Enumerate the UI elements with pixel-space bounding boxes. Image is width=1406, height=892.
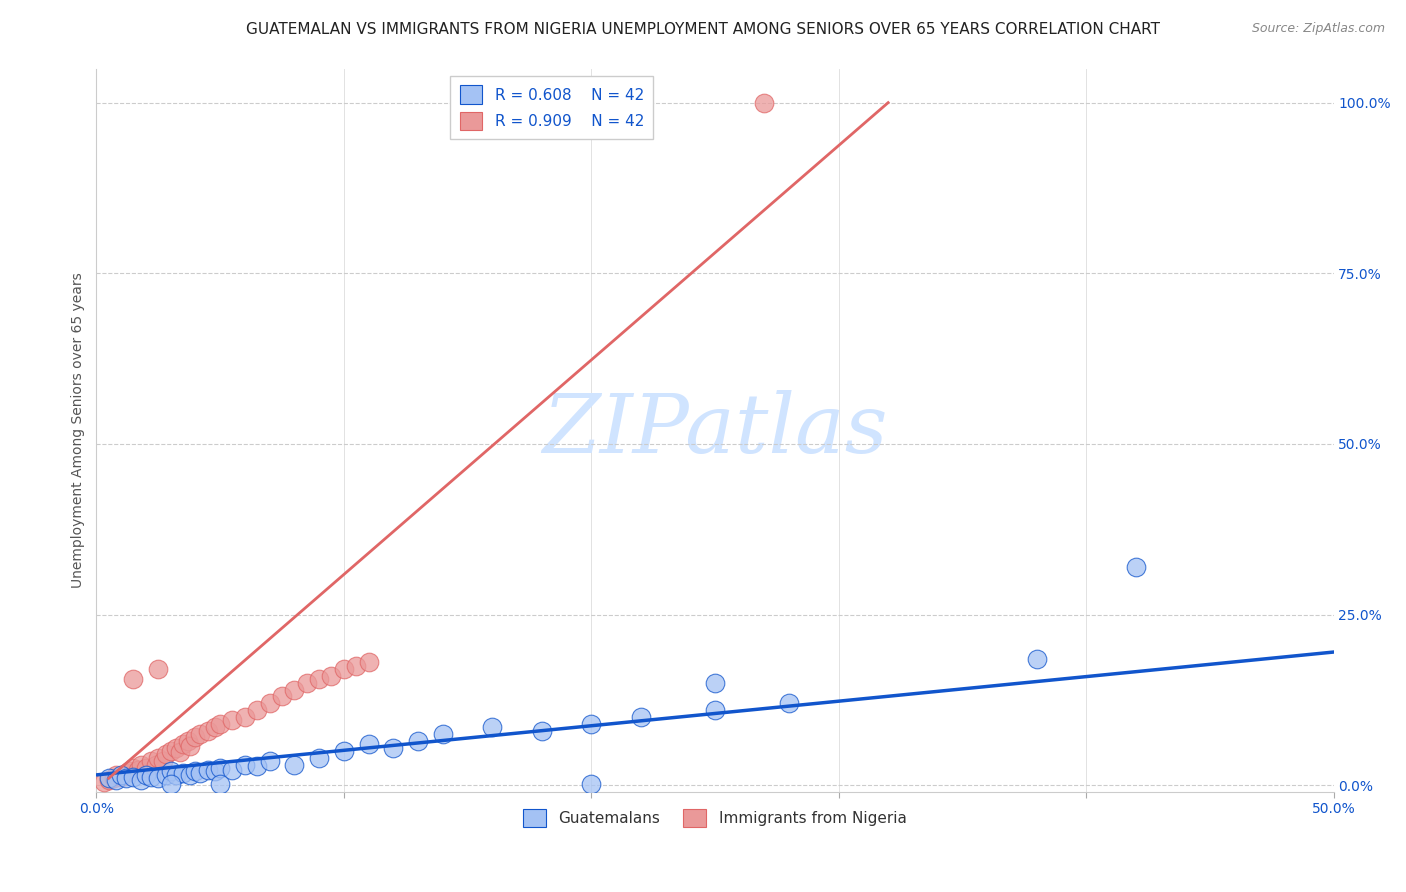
Text: ZIPatlas: ZIPatlas (543, 390, 887, 470)
Point (105, 772, 128, 787)
Point (188, 727, 211, 741)
Point (308, 751, 330, 765)
Point (1125, 559, 1147, 574)
Point (221, 714, 243, 728)
Point (139, 770, 162, 784)
Point (184, 731, 207, 745)
Point (115, 772, 138, 786)
Point (177, 733, 200, 747)
Point (145, 757, 167, 772)
Point (129, 772, 152, 787)
Text: Source: ZipAtlas.com: Source: ZipAtlas.com (1251, 22, 1385, 36)
Point (209, 777, 232, 791)
Y-axis label: Unemployment Among Seniors over 65 years: Unemployment Among Seniors over 65 years (72, 272, 86, 588)
Point (333, 744, 356, 758)
Point (197, 763, 219, 777)
Point (406, 733, 429, 747)
Point (110, 770, 132, 784)
Point (271, 690, 294, 704)
Point (93, 774, 115, 789)
Point (204, 764, 226, 779)
Point (117, 764, 139, 779)
Point (122, 761, 145, 775)
Point (259, 754, 281, 768)
Point (703, 675, 725, 690)
Point (139, 754, 162, 768)
Point (97, 772, 120, 786)
Point (703, 703, 725, 717)
Point (357, 737, 380, 751)
Point (148, 772, 170, 786)
Point (333, 662, 356, 676)
Point (115, 765, 138, 780)
Point (432, 727, 454, 741)
Point (382, 740, 405, 755)
Point (357, 655, 380, 669)
Point (97, 772, 120, 787)
Point (172, 737, 194, 751)
Point (122, 673, 145, 687)
Point (283, 682, 305, 697)
Point (209, 716, 232, 731)
Point (155, 768, 177, 782)
Point (221, 763, 243, 777)
Point (135, 761, 157, 775)
Point (127, 763, 149, 777)
Point (122, 770, 145, 784)
Point (159, 777, 181, 791)
Legend: Guatemalans, Immigrants from Nigeria: Guatemalans, Immigrants from Nigeria (516, 801, 914, 835)
Point (148, 751, 170, 765)
Point (165, 740, 187, 755)
Point (188, 765, 211, 780)
Point (105, 768, 128, 782)
Point (283, 757, 305, 772)
Point (344, 658, 367, 673)
Point (579, 716, 602, 731)
Point (778, 696, 800, 710)
Point (246, 703, 269, 717)
Point (321, 669, 343, 683)
Point (155, 747, 177, 762)
Point (197, 723, 219, 738)
Point (579, 777, 602, 791)
Point (530, 723, 553, 738)
Point (184, 764, 207, 779)
Point (630, 710, 652, 724)
Point (246, 759, 269, 773)
Point (152, 754, 174, 768)
Point (754, 95, 776, 110)
Point (481, 720, 503, 734)
Point (135, 768, 157, 782)
Point (1025, 652, 1047, 666)
Point (179, 739, 201, 753)
Text: GUATEMALAN VS IMMIGRANTS FROM NIGERIA UNEMPLOYMENT AMONG SENIORS OVER 65 YEARS C: GUATEMALAN VS IMMIGRANTS FROM NIGERIA UN… (246, 22, 1160, 37)
Point (295, 675, 318, 690)
Point (209, 761, 232, 775)
Point (169, 745, 191, 759)
Point (233, 710, 256, 724)
Point (148, 662, 170, 676)
Point (165, 768, 187, 782)
Point (129, 757, 152, 772)
Point (179, 768, 201, 782)
Point (204, 720, 226, 734)
Point (172, 765, 194, 780)
Point (103, 772, 125, 786)
Point (233, 757, 256, 772)
Point (159, 764, 181, 779)
Point (110, 768, 132, 782)
Point (308, 673, 330, 687)
Point (259, 696, 281, 710)
Point (159, 744, 181, 758)
